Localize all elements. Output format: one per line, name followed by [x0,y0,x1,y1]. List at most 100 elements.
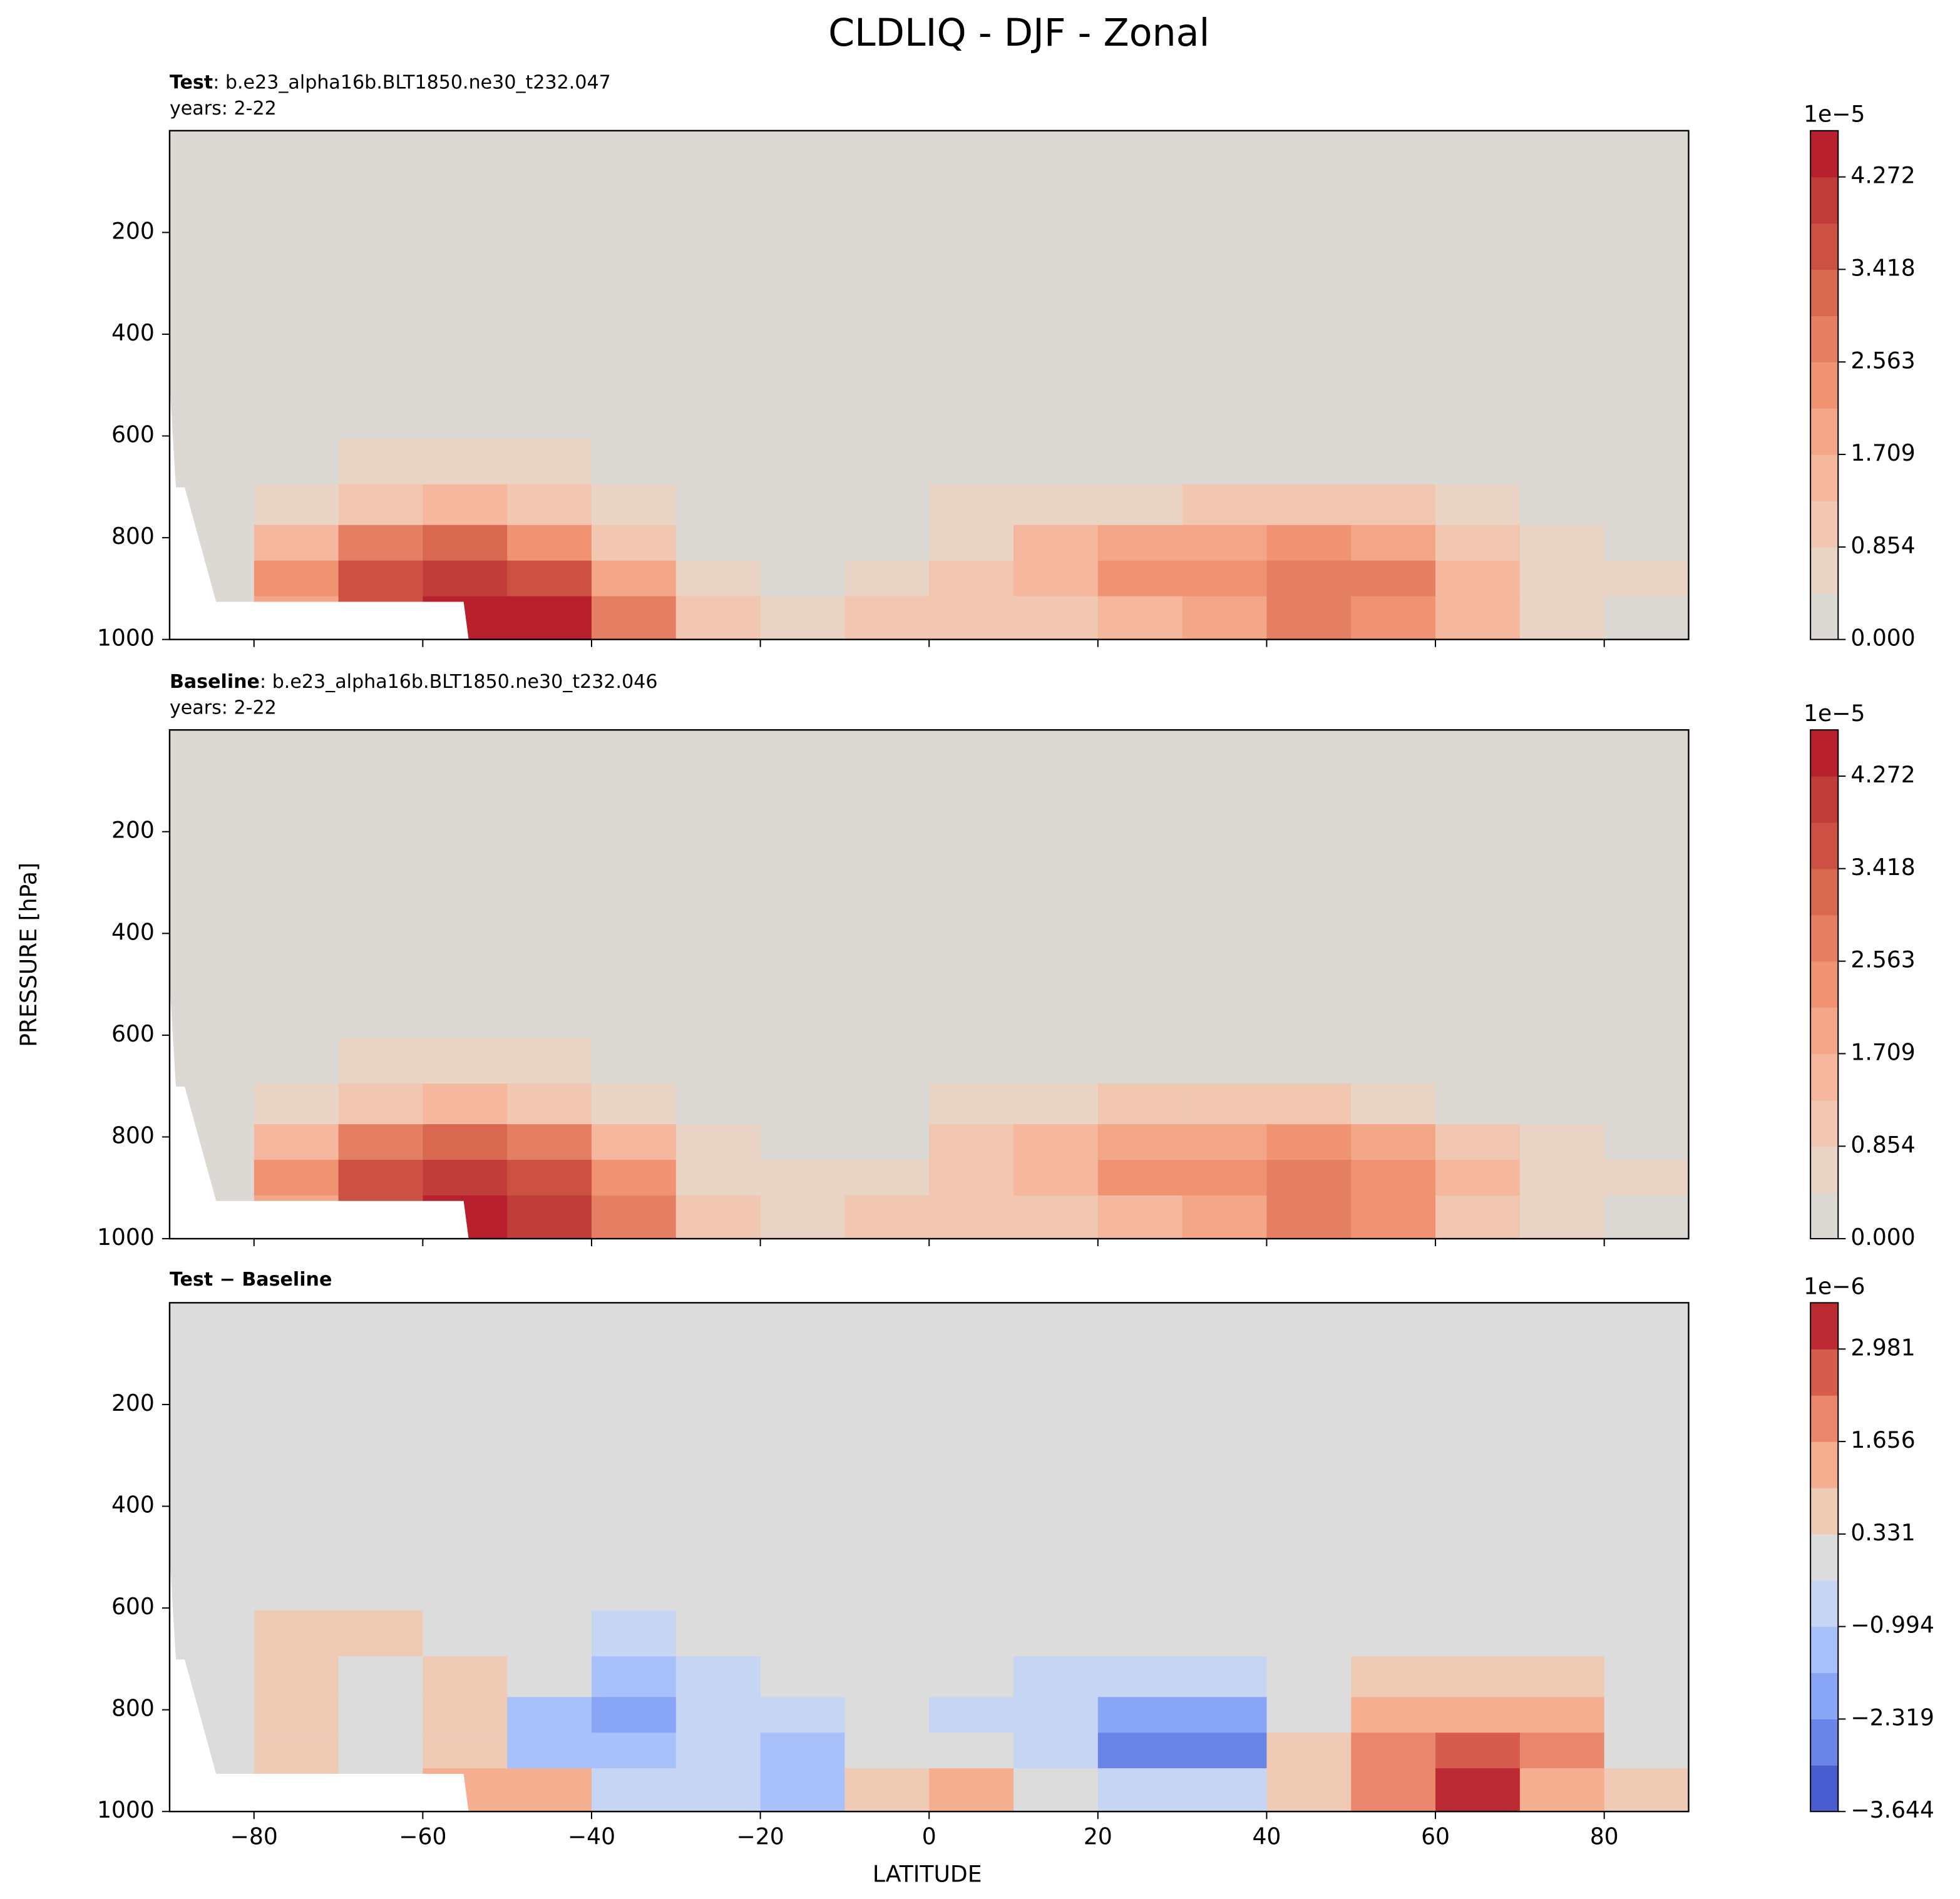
contour-cell [1604,1037,1689,1085]
contour-cell [507,525,592,561]
contour-cell [338,1083,424,1125]
contour-cell [1097,1083,1183,1125]
y-tick-label: 600 [111,1020,155,1047]
field [169,1037,1689,1239]
contour-cell [1351,1160,1437,1196]
contour-cell [423,1610,508,1657]
y-tick-label: 400 [111,918,155,945]
contour-cell [1013,1733,1099,1769]
contour-cell [844,438,930,485]
contour-cell [929,1768,1015,1812]
contour-cell [760,438,846,485]
contour-cell [1013,1656,1099,1698]
colorbar-band [1810,1719,1839,1766]
x-tick-label: 40 [1252,1823,1281,1850]
colorbar-band [1810,1533,1839,1581]
y-tick-label: 400 [111,319,155,346]
contour-cell [760,1656,846,1698]
contour-cell [1519,596,1605,640]
contour-cell [1013,1768,1099,1812]
contour-cell [254,1083,339,1125]
contour-cell [844,1195,930,1239]
contour-cell [760,525,846,561]
colorbar-band [1810,1580,1839,1627]
contour-cell [591,1697,677,1734]
contour-cell [1351,438,1437,485]
contour-cell [929,1610,1015,1657]
contour-cell [1097,1037,1183,1085]
panel-subtitle: : b.e23_alpha16b.BLT1850.ne30_t232.047 [213,71,611,93]
contour-cell [1266,596,1352,640]
panel-label: Baseline [170,670,260,692]
colorbar-band [1810,269,1839,317]
contour-cell [1182,596,1268,640]
contour-cell [507,1160,592,1196]
y-tick-label: 600 [111,1593,155,1620]
y-tick-label: 1000 [97,625,155,652]
colorbar-offset: 1e−5 [1804,101,1865,128]
contour-cell [1519,1768,1605,1812]
contour-cell [338,1697,424,1734]
colorbar-band [1810,1053,1839,1101]
contour-cell [844,525,930,561]
contour-cell [338,1610,424,1657]
colorbar-tick-label: 0.854 [1850,1131,1915,1158]
contour-cell [929,596,1015,640]
colorbar-band [1810,501,1839,548]
contour-cell [1182,560,1268,597]
contour-cell [675,1733,761,1769]
contour-cell [760,1733,846,1769]
y-tick-label: 200 [111,1390,155,1416]
figure-title: CLDLIQ - DJF - Zonal [828,11,1209,55]
contour-cell [1435,1697,1521,1734]
contour-cell [254,560,339,597]
contour-cell [338,525,424,561]
contour-cell [1266,560,1352,597]
y-tick-label: 800 [111,523,155,550]
contour-cell [338,438,424,485]
contour-cell [338,560,424,597]
contour-cell [1182,1697,1268,1734]
contour-cell [1604,1160,1689,1196]
contour-cell [1435,1160,1521,1196]
panel-label: Test [170,71,213,93]
contour-cell [1182,1037,1268,1085]
contour-cell [1435,438,1521,485]
contour-cell [1182,1768,1268,1812]
panel-years: years: 2-22 [170,98,277,120]
contour-cell [1604,1124,1689,1161]
contour-cell [1097,596,1183,640]
contour-cell [507,560,592,597]
contour-cell [929,525,1015,561]
contour-cell [423,525,508,561]
colorbar-tick-label: 3.418 [1850,854,1915,881]
colorbar-tick-label: 2.563 [1850,347,1915,374]
contour-cell [1097,1610,1183,1657]
x-tick-label: −80 [230,1823,278,1850]
contour-cell [1097,1124,1183,1161]
terrain-mask [169,383,469,640]
contour-cell [1435,1768,1521,1812]
colorbar-tick-label: 3.418 [1850,254,1915,281]
contour-cell [507,1610,592,1657]
contour-cell [675,1083,761,1125]
contour-cell [1351,596,1437,640]
contour-cell [423,1083,508,1125]
contour-cell [507,1083,592,1125]
contour-cell [1182,1160,1268,1196]
contour-cell [507,1037,592,1085]
contour-cell [1266,484,1352,526]
contour-cell [844,1656,930,1698]
contour-cell [929,484,1015,526]
contour-cell [1182,525,1268,561]
contour-cell [507,484,592,526]
contour-cell [1266,1733,1352,1769]
contour-cell [1182,438,1268,485]
contour-cell [1182,1124,1268,1161]
panel-years: years: 2-22 [170,697,277,719]
contour-cell [507,438,592,485]
colorbar-tick-label: 4.272 [1850,761,1915,788]
colorbar-band [1810,1146,1839,1193]
contour-cell [1435,525,1521,561]
contour-cell [1435,1195,1521,1239]
